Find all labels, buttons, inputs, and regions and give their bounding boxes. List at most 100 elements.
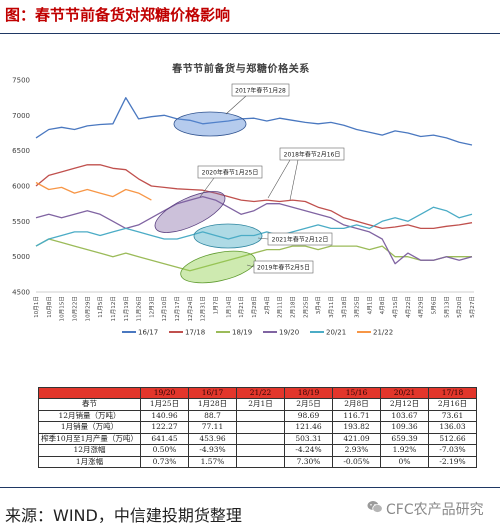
x-axis-labels: 10月1日 10月8日 10月15日 10月22日 10月29日 11月5日 11月12日 1… (33, 296, 476, 321)
highlight-ellipse-2019 (180, 250, 256, 284)
annotation-pointer-2020 (199, 177, 215, 198)
stocking-data-table: 19/20 16/17 21/22 18/19 15/16 20/21 17/18 春节 1月… (38, 387, 477, 468)
watermark-text: CFC农产品研究 (386, 502, 484, 518)
table-cell: 77.11 (188, 421, 237, 434)
annotation-box-2021 (267, 232, 333, 246)
table-cell: 2.93% (332, 444, 381, 457)
x-tick-label: 2月25日 (302, 296, 309, 318)
y-tick-label: 6000 (12, 183, 30, 191)
highlight-ellipse-2017 (173, 111, 247, 137)
table-cell: 453.96 (188, 432, 237, 445)
table-cell: 88.7 (188, 409, 237, 422)
table-cell: 121.46 (284, 421, 333, 434)
table-cell (236, 455, 285, 468)
x-tick-label: 3月18日 (341, 296, 348, 318)
figure-title: 图：春节节前备货对郑糖价格影响 (5, 6, 231, 24)
y-axis-labels: 7500 7000 6500 6000 5500 5000 4500 (12, 77, 30, 297)
table-cell: 2月8日 (332, 398, 381, 411)
wechat-icon (367, 501, 383, 513)
x-tick-label: 5月6日 (431, 296, 438, 314)
x-tick-label: 4月8日 (379, 296, 386, 314)
highlight-ellipse-2021 (193, 223, 263, 249)
series-line-20-21 (35, 206, 473, 247)
x-tick-label: 5月13日 (443, 296, 450, 318)
y-tick-label: 7000 (12, 112, 30, 120)
annotation-box-2019 (253, 260, 314, 274)
x-tick-label: 1月14日 (225, 296, 232, 318)
x-tick-label: 1月28日 (251, 296, 258, 318)
source-note: 来源：WIND，中信建投期货整理 (5, 506, 242, 525)
table-cell: 1月25日 (140, 398, 189, 411)
table-header-season: 21/22 (236, 387, 285, 399)
table-cell (236, 444, 285, 457)
table-cell: 193.82 (332, 421, 381, 434)
table-row: 12月涨幅 0.50% -4.93% -4.24% 2.93% 1.92% -7.03% (38, 444, 477, 457)
x-tick-label: 10月29日 (84, 296, 91, 321)
table-cell: 1月28日 (188, 398, 237, 411)
highlight-ellipses (154, 111, 263, 284)
annotation-2021: 2021年春节2月12日 (272, 236, 329, 244)
table-cell: 103.67 (380, 409, 429, 422)
x-tick-label: 4月29日 (418, 296, 425, 318)
x-tick-label: 11月19日 (123, 296, 130, 321)
table-cell: 1.57% (188, 455, 237, 468)
line-chart: 春节节前备货与郑糖价格关系 7500 7000 6500 6000 5500 5000 45… (12, 62, 476, 337)
table-cell (236, 432, 285, 445)
annotation-pointer-2017 (225, 95, 247, 115)
row-label: 春节 (38, 398, 141, 411)
x-tick-label: 3月4日 (315, 296, 322, 314)
table-row: 1月销量（万吨） 122.27 77.11 121.46 193.82 109.36 136… (38, 421, 477, 434)
legend-label: 18/19 (232, 329, 252, 337)
table-cell: 140.96 (140, 409, 189, 422)
annotation-2017: 2017年春节1月28 (235, 87, 286, 95)
table-cell: 659.39 (380, 432, 429, 445)
annotation-box-2020 (197, 165, 263, 179)
x-tick-label: 12月17日 (174, 296, 181, 321)
table-cell: 641.45 (140, 432, 189, 445)
table-row: 春节 1月25日 1月28日 2月1日 2月5日 2月8日 2月12日 2月16日 (38, 398, 477, 411)
legend: 16/17 17/18 18/19 19/20 20/21 21/22 (122, 329, 393, 337)
annotation-2019: 2019年春节2月5日 (257, 264, 310, 272)
y-tick-label: 4500 (12, 289, 30, 297)
table-row: 12月销量（万吨） 140.96 88.7 98.69 116.71 103.67 73.6… (38, 409, 477, 422)
table-cell: 503.31 (284, 432, 333, 445)
table-cell: -4.93% (188, 444, 237, 457)
chart-title: 春节节前备货与郑糖价格关系 (172, 62, 310, 75)
series-line-18-19 (35, 238, 472, 272)
footer-divider (0, 487, 500, 488)
table-cell (236, 409, 285, 422)
table-body: 春节 1月25日 1月28日 2月1日 2月5日 2月8日 2月12日 2月16日 12月销量（… (38, 398, 477, 468)
series-lines (35, 97, 473, 272)
x-tick-label: 11月5日 (97, 296, 104, 318)
x-tick-label: 5月27日 (469, 296, 476, 318)
table-cell: -0.05% (332, 455, 381, 468)
table-header-row: 19/20 16/17 21/22 18/19 15/16 20/21 17/18 (38, 387, 477, 399)
x-tick-label: 3月11日 (328, 296, 335, 318)
table-row: 榨季10月至1月产量（万吨） 641.45 453.96 503.31 421.09 65… (38, 432, 477, 445)
annotation-2020: 2020年春节1月25日 (202, 169, 259, 177)
annotation-2018: 2018年春节2月16日 (284, 151, 341, 159)
table-cell: 136.03 (428, 421, 477, 434)
table-cell: 98.69 (284, 409, 333, 422)
row-label: 12月涨幅 (38, 444, 141, 457)
table-cell: 122.27 (140, 421, 189, 434)
x-tick-label: 2月11日 (277, 296, 284, 318)
table-cell: -2.19% (428, 455, 477, 468)
x-tick-label: 11月26日 (136, 296, 143, 321)
table-cell: 512.66 (428, 432, 477, 445)
row-label: 1月销量（万吨） (38, 421, 141, 434)
table-cell: 2月12日 (380, 398, 429, 411)
annotation-pointer-2019 (246, 264, 255, 268)
x-tick-label: 10月8日 (46, 296, 53, 318)
y-tick-label: 7500 (12, 77, 30, 85)
legend-label: 17/18 (185, 329, 205, 337)
series-line-19-20 (35, 195, 473, 265)
table-header-season: 17/18 (428, 387, 477, 399)
table-cell: 2月5日 (284, 398, 333, 411)
x-tick-label: 4月22日 (405, 296, 412, 318)
y-tick-label: 5000 (12, 253, 30, 261)
annotation-pointer-2018-b (289, 159, 299, 201)
row-label: 12月销量（万吨） (38, 409, 141, 422)
table-cell: 7.30% (284, 455, 333, 468)
table-cell: 421.09 (332, 432, 381, 445)
